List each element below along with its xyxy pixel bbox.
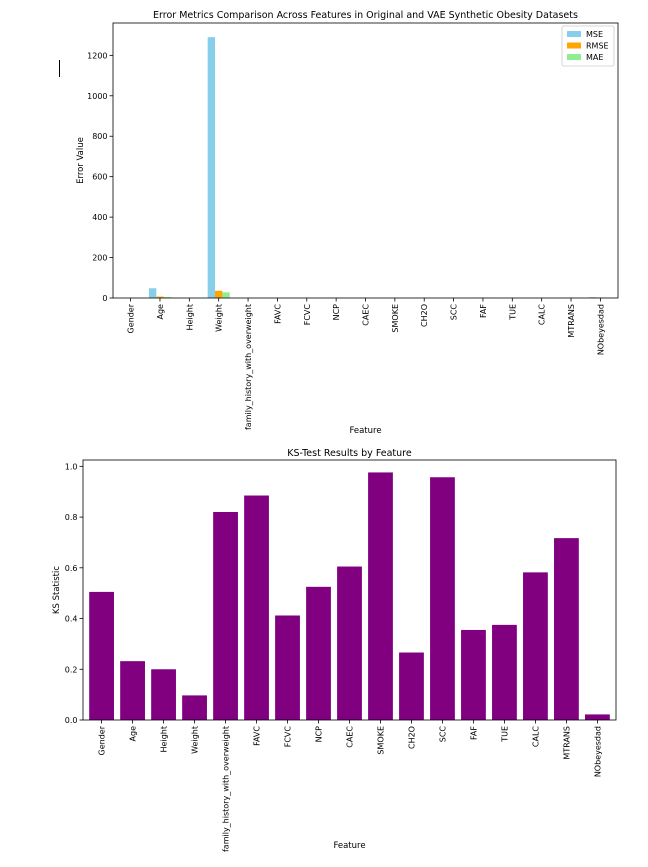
bar-CAEC (337, 567, 362, 720)
x-tick-label: FAVC (273, 304, 282, 324)
x-tick-label: Weight (215, 304, 224, 332)
chart-2: KS-Test Results by Feature 0.0 0.2 0.4 0.6 0.… (52, 448, 616, 852)
bar-Age (120, 661, 145, 720)
bar-TUE (492, 625, 517, 720)
x-tick-label: CALC (538, 304, 547, 326)
x-tick-label: Age (129, 726, 138, 742)
y-tick-label: 200 (92, 254, 107, 263)
series-ks-statistic (89, 472, 610, 720)
x-tick-label: CH2O (407, 726, 416, 749)
legend-swatch-mae (567, 54, 581, 60)
legend-swatch-rmse (567, 43, 581, 49)
x-tick-label: MTRANS (567, 304, 576, 338)
y-axis-label: Error Value (76, 137, 86, 184)
x-tick-label: NCP (315, 726, 324, 743)
y-tick-label: 800 (92, 132, 107, 141)
x-tick-label: FAF (479, 304, 488, 318)
bar-Weight (215, 291, 222, 298)
bar-MTRANS (554, 538, 579, 720)
x-tick-label: NCP (332, 304, 341, 321)
y-tick-label: 1000 (87, 92, 107, 101)
chart-1: Error Metrics Comparison Across Features… (76, 10, 618, 436)
y-tick-label: 1.0 (65, 462, 78, 471)
x-tick-label: FAVC (253, 726, 262, 746)
legend: MSE RMSE MAE (562, 26, 614, 66)
y-tick-label: 600 (92, 173, 107, 182)
chart-title: Error Metrics Comparison Across Features… (153, 10, 578, 21)
x-tick-label: SMOKE (376, 726, 385, 755)
bar-CALC (523, 572, 548, 720)
x-tick-label: Gender (98, 725, 107, 755)
bar-Weight (222, 292, 229, 298)
bar-Height (151, 669, 176, 720)
x-tick-label: MTRANS (562, 726, 571, 760)
x-axis-label: Feature (349, 426, 381, 436)
bar-FAVC (244, 496, 269, 720)
y-tick-label: 0 (102, 294, 107, 303)
bar-FCVC (275, 615, 300, 720)
x-tick-label: CAEC (362, 304, 371, 326)
x-tick-label: TUE (508, 304, 517, 321)
y-tick-label: 1200 (87, 51, 107, 60)
y-tick-label: 0.8 (65, 513, 78, 522)
x-tick-label: NObeyesdad (593, 726, 602, 777)
series-mse (120, 37, 597, 298)
x-tick-label: TUE (500, 726, 509, 743)
x-tick-label: Gender (127, 303, 136, 333)
y-tick-label: 0.2 (65, 665, 78, 674)
bar-Gender (89, 592, 114, 720)
bar-Age (149, 288, 156, 298)
x-tick-label: FCVC (284, 726, 293, 748)
axes-frame (113, 23, 618, 298)
x-tick-label: Height (160, 726, 169, 752)
bar-SCC (430, 477, 455, 720)
bar-Weight (208, 37, 215, 298)
bar-NObeyesdad (585, 714, 610, 720)
series-rmse (127, 291, 604, 298)
bar-family_history_with_overweight (213, 512, 238, 720)
legend-label-mse: MSE (586, 30, 603, 39)
y-tick-label: 400 (92, 213, 107, 222)
x-tick-label: CAEC (346, 726, 355, 748)
x-tick-label: SCC (450, 304, 459, 321)
x-tick-label: CH2O (420, 304, 429, 327)
y-tick-label: 0.0 (65, 716, 78, 725)
bar-SMOKE (368, 472, 393, 720)
x-tick-label: SCC (438, 726, 447, 743)
chart-title: KS-Test Results by Feature (287, 448, 412, 459)
bar-NCP (306, 587, 331, 720)
y-tick-label: 0.6 (65, 564, 78, 573)
legend-label-mae: MAE (586, 53, 603, 62)
x-tick-label: family_history_with_overweight (222, 726, 231, 852)
x-tick-label: NObeyesdad (596, 304, 605, 355)
bar-FAF (461, 630, 486, 720)
legend-label-rmse: RMSE (586, 42, 609, 51)
x-tick-label: SMOKE (391, 304, 400, 333)
x-tick-label: family_history_with_overweight (244, 304, 253, 430)
bar-CH2O (399, 653, 424, 720)
y-axis-label: KS Statistic (52, 566, 62, 614)
x-tick-label: Weight (191, 726, 200, 754)
x-tick-label: FAF (469, 726, 478, 740)
bar-Weight (182, 695, 207, 720)
y-tick-label: 0.4 (65, 615, 78, 624)
x-tick-label: Age (156, 304, 165, 320)
x-tick-label: Height (185, 304, 194, 330)
x-tick-label: FCVC (303, 304, 312, 326)
x-tick-label: CALC (531, 726, 540, 748)
series-mae (134, 292, 611, 298)
x-axis-label: Feature (333, 841, 365, 851)
text-cursor (59, 60, 60, 77)
legend-swatch-mse (567, 31, 581, 37)
